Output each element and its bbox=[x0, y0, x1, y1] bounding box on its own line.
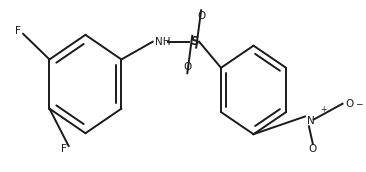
Text: NH: NH bbox=[155, 37, 170, 47]
Text: N: N bbox=[307, 116, 315, 126]
Text: O: O bbox=[197, 11, 205, 21]
Text: O: O bbox=[309, 144, 317, 154]
Text: +: + bbox=[320, 105, 326, 114]
Text: −: − bbox=[355, 99, 363, 108]
Text: O: O bbox=[346, 99, 354, 109]
Text: F: F bbox=[61, 144, 67, 154]
Text: F: F bbox=[15, 26, 21, 36]
Text: S: S bbox=[190, 35, 198, 48]
Text: O: O bbox=[183, 62, 191, 72]
